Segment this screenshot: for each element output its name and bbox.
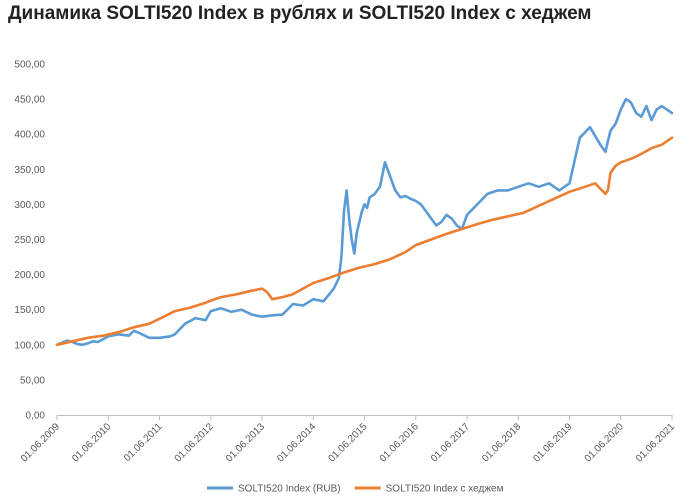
y-tick-label: 500,00 — [14, 60, 45, 71]
y-tick-label: 50,00 — [20, 375, 45, 386]
legend-label-rub: SOLTI520 Index (RUB) — [238, 484, 341, 495]
series-line-rub — [55, 97, 674, 347]
y-tick-label: 300,00 — [14, 200, 45, 211]
x-tick-label: 01.06.2016 — [378, 421, 421, 464]
y-tick-label: 200,00 — [14, 270, 45, 281]
y-axis-ticks: 0,00 50,00 100,00 150,00 200,00 250,00 300,00 3… — [14, 60, 45, 422]
x-tick-label: 01.06.2014 — [275, 421, 318, 464]
y-tick-label: 350,00 — [14, 165, 45, 176]
x-tick-label: 01.06.2013 — [224, 421, 267, 464]
x-tick-label: 01.06.2017 — [429, 421, 472, 464]
x-tick-label: 01.06.2019 — [531, 421, 574, 464]
legend: SOLTI520 Index (RUB) SOLTI520 Index с хед… — [207, 484, 504, 495]
y-tick-label: 100,00 — [14, 340, 45, 351]
legend-label-hedged: SOLTI520 Index с хеджем — [386, 484, 504, 495]
x-tick-label: 01.06.2020 — [583, 421, 626, 464]
x-tick-label: 01.06.2021 — [634, 421, 677, 464]
x-tick-label: 01.06.2018 — [480, 421, 523, 464]
chart-title: Динамика SOLTI520 Index в рублях и SOLTI… — [8, 3, 592, 24]
y-tick-label: 250,00 — [14, 235, 45, 246]
x-tick-label: 01.06.2011 — [122, 421, 165, 464]
y-tick-label: 450,00 — [14, 95, 45, 106]
y-tick-label: 400,00 — [14, 130, 45, 141]
x-axis-ticks: 01.06.2009 01.06.2010 01.06.2011 01.06.2012… — [19, 415, 677, 465]
x-tick-label: 01.06.2009 — [19, 421, 62, 464]
y-tick-label: 0,00 — [26, 411, 46, 422]
series-line-hedged — [55, 136, 674, 347]
y-tick-label: 150,00 — [14, 305, 45, 316]
x-tick-label: 01.06.2012 — [173, 421, 216, 464]
x-tick-label: 01.06.2010 — [70, 421, 113, 464]
series-layer — [55, 97, 674, 347]
x-tick-label: 01.06.2015 — [326, 421, 369, 464]
